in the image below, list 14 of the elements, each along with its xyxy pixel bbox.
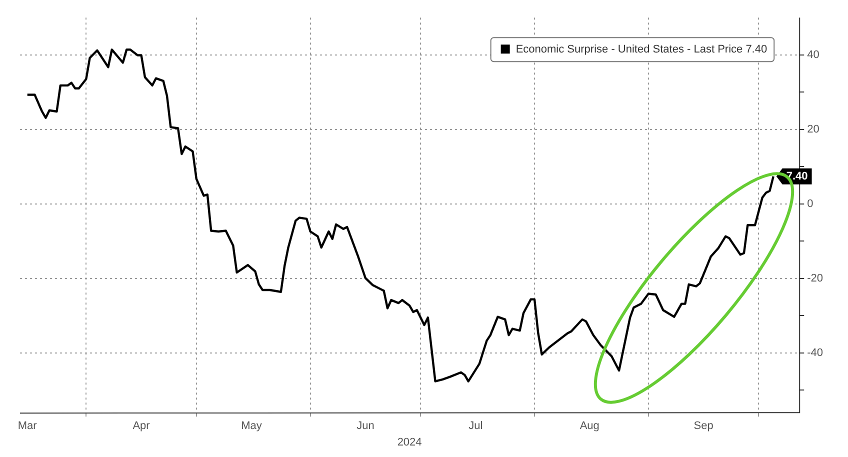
legend-label: Economic Surprise - United States - Last Price 7.40 — [516, 44, 768, 56]
x-axis-title: 2024 — [397, 436, 422, 448]
y-tick-label: 0 — [807, 198, 814, 210]
y-tick-label: 40 — [807, 48, 820, 61]
y-tick-label: -20 — [807, 272, 824, 284]
y-tick-label: 20 — [807, 123, 820, 136]
x-tick-label: Apr — [132, 420, 150, 432]
x-tick-label: Aug — [580, 420, 600, 432]
y-tick-label: -40 — [807, 347, 824, 360]
x-tick-label: Sep — [694, 420, 714, 432]
x-tick-label: Mar — [18, 420, 38, 432]
x-tick-label: May — [241, 420, 262, 432]
x-tick-label: Jul — [468, 420, 483, 432]
x-tick-label: Jun — [356, 420, 374, 432]
